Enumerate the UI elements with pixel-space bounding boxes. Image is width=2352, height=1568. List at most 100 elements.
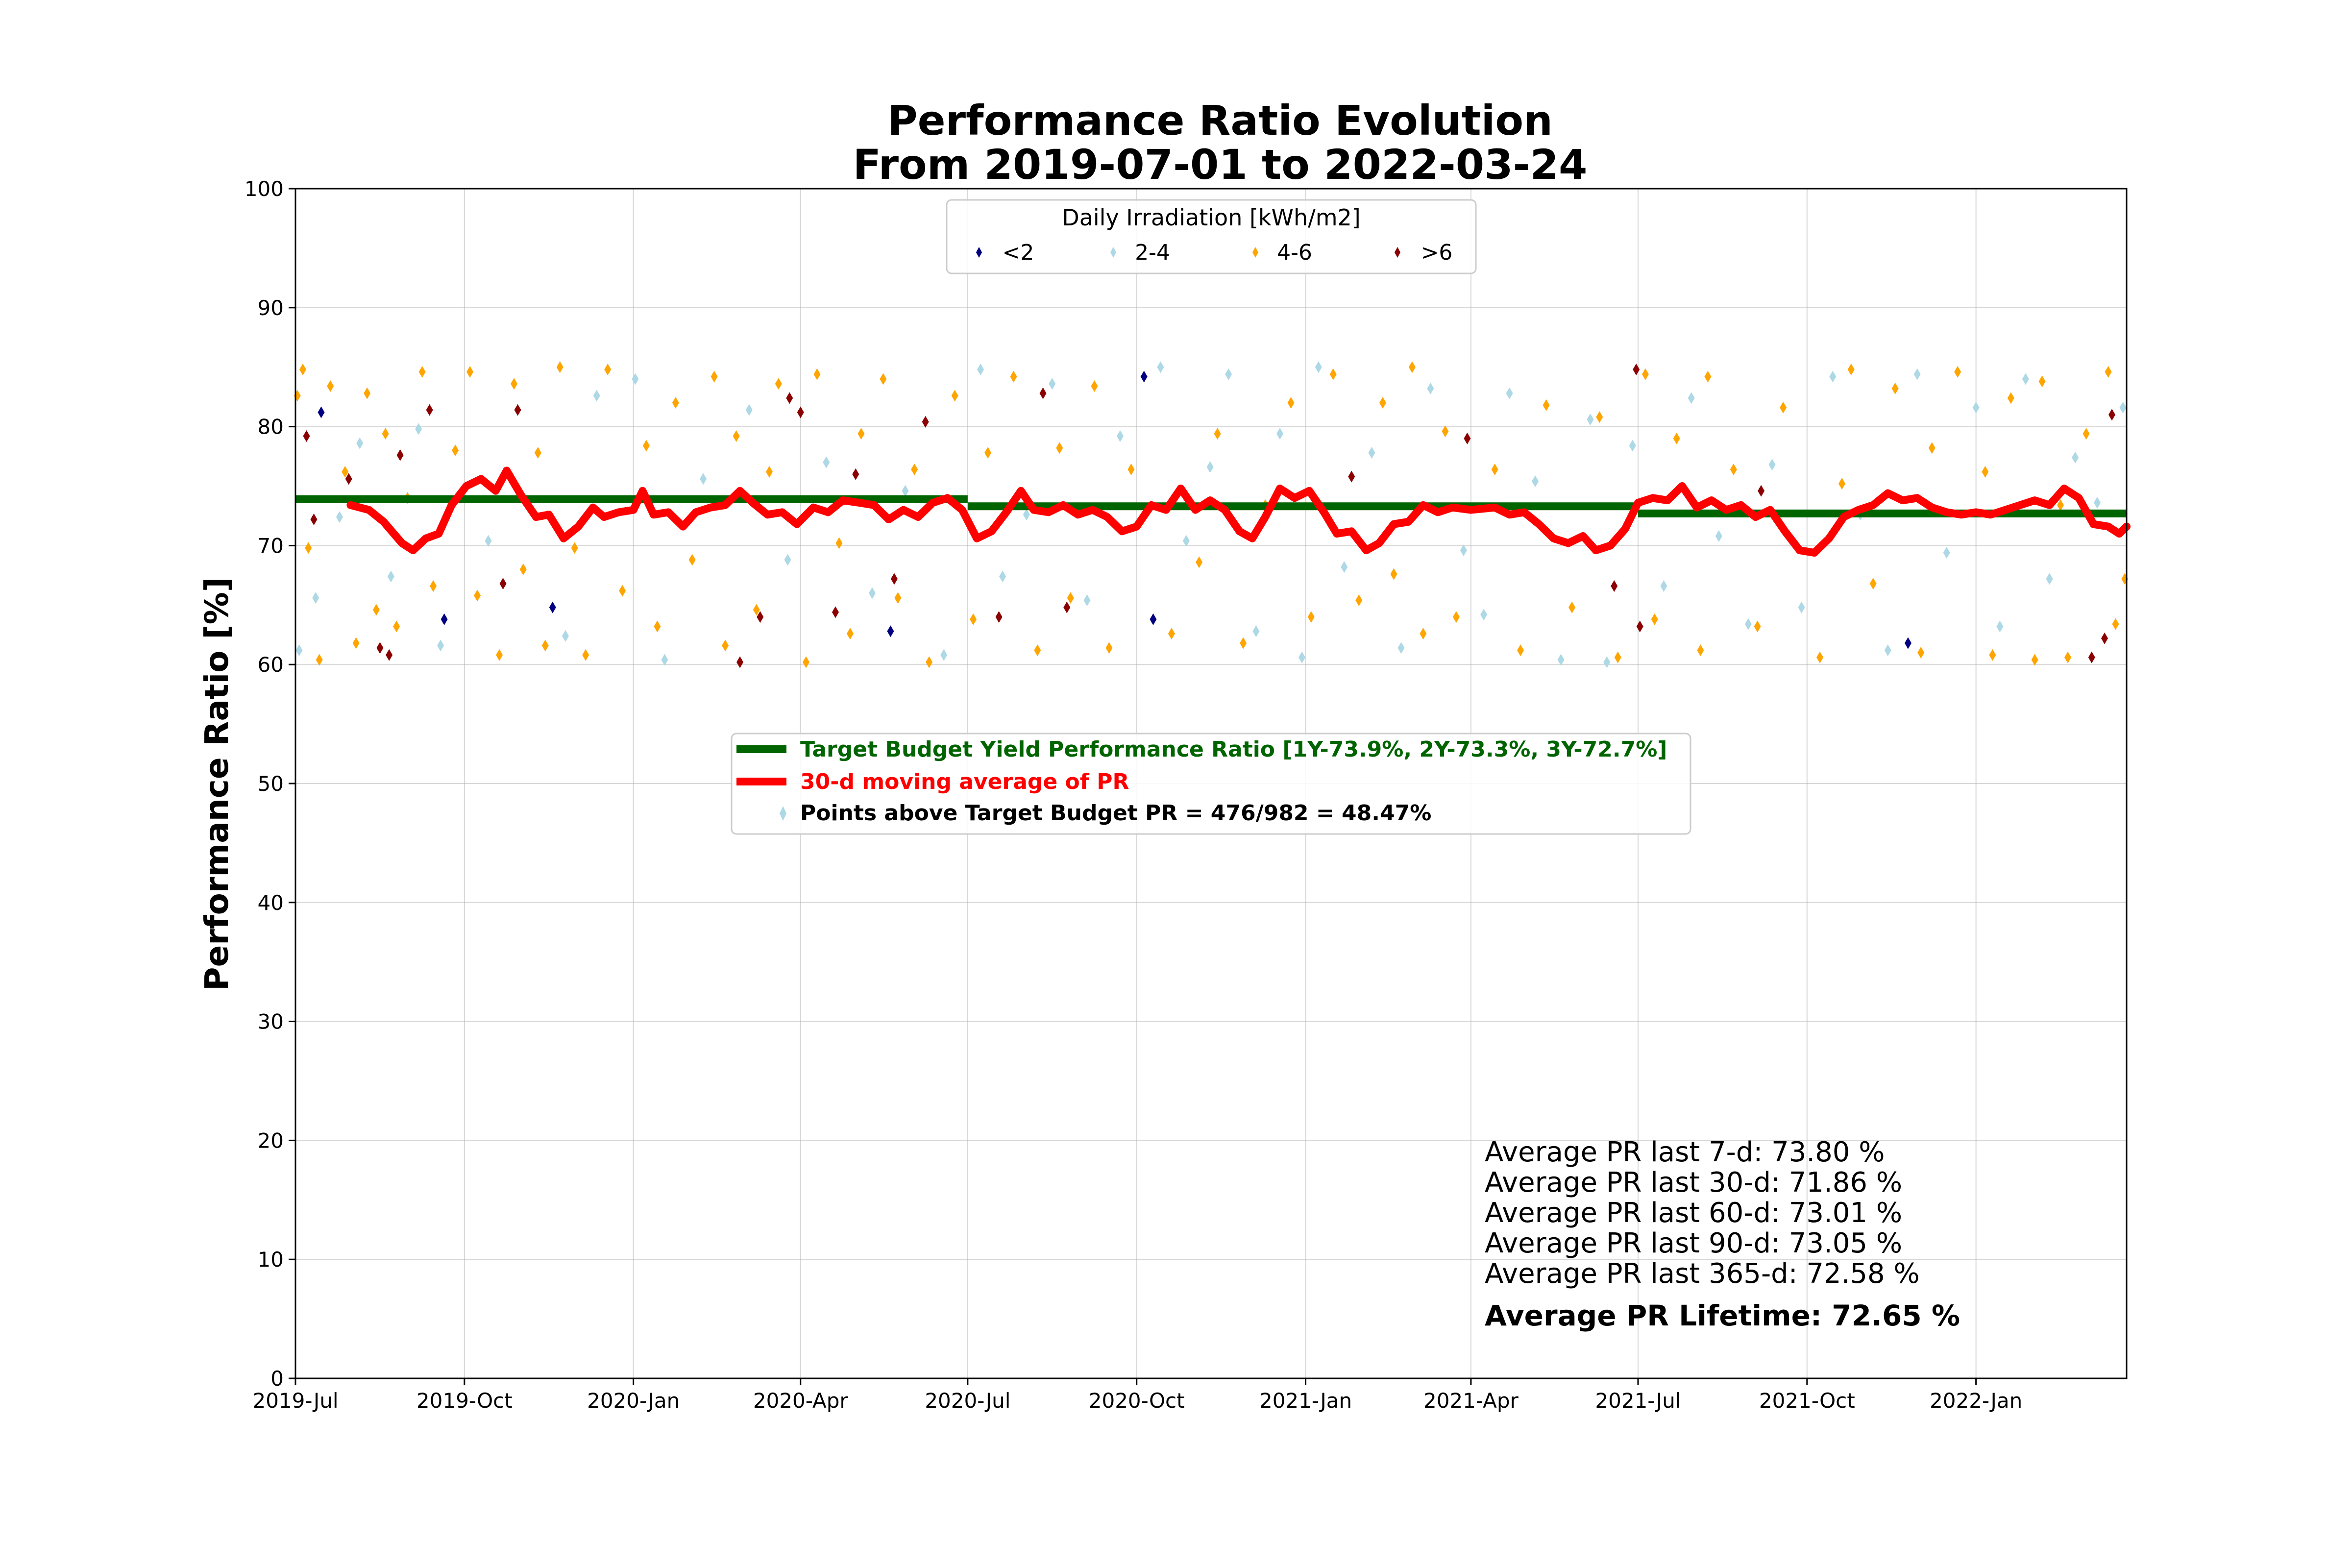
scatter-point	[951, 390, 958, 402]
scatter-point	[1214, 428, 1221, 440]
scatter-point	[926, 656, 933, 668]
scatter-point	[1629, 440, 1636, 452]
scatter-point	[1140, 370, 1148, 383]
scatter-point	[386, 649, 393, 661]
x-tick-label: 2021-Jul	[1595, 1389, 1681, 1413]
scatter-point	[499, 578, 507, 590]
y-axis-ticks: 0 10 20 30 40 50 60 70 80 90 100	[245, 177, 295, 1391]
scatter-point	[441, 613, 448, 625]
scatter-point	[1091, 380, 1098, 392]
scatter-point	[593, 390, 600, 402]
legend-points-label: Points above Target Budget PR = 476/982 …	[800, 801, 1431, 826]
stat-365d: Average PR last 365-d: 72.58 %	[1485, 1258, 1920, 1290]
scatter-point	[2094, 496, 2101, 509]
scatter-point	[852, 468, 859, 480]
scatter-point	[1596, 411, 1603, 423]
scatter-point	[2082, 428, 2090, 440]
scatter-point	[356, 437, 364, 449]
scatter-point	[1917, 646, 1925, 659]
scatter-point	[1768, 459, 1776, 471]
scatter-point	[1557, 654, 1565, 666]
scatter-point	[387, 570, 394, 583]
scatter-point	[890, 573, 898, 585]
scatter-point	[364, 387, 371, 399]
scatter-point	[295, 644, 303, 657]
scatter-point	[1642, 368, 1649, 380]
scatter-point	[1491, 464, 1498, 476]
scatter-point	[336, 511, 343, 523]
series-legend: Target Budget Yield Performance Ratio [1…	[731, 733, 1691, 835]
scatter-point	[393, 620, 400, 633]
scatter-point	[1420, 628, 1427, 640]
scatter-point	[1636, 620, 1643, 633]
scatter-point	[1673, 432, 1680, 444]
moving-average-line	[346, 466, 2131, 557]
stat-30d: Average PR last 30-d: 71.86 %	[1485, 1167, 1902, 1199]
scatter-point	[437, 639, 444, 652]
scatter-point	[1798, 601, 1805, 613]
scatter-point	[534, 447, 541, 459]
scatter-point	[977, 364, 984, 376]
scatter-point	[2108, 409, 2116, 421]
scatter-point	[426, 404, 433, 416]
scatter-point	[1063, 601, 1071, 613]
scatter-point	[2088, 651, 2095, 663]
x-tick-label: 2020-Oct	[1089, 1389, 1185, 1413]
scatter-point	[1157, 361, 1164, 373]
scatter-point	[1010, 370, 1017, 383]
scatter-point	[562, 630, 569, 642]
scatter-point	[1056, 442, 1063, 454]
scatter-point	[803, 656, 810, 668]
scatter-point	[722, 639, 729, 652]
irradiation-legend-label: 4-6	[1277, 240, 1312, 265]
scatter-point	[1633, 364, 1640, 376]
scatter-point	[661, 654, 668, 666]
scatter-point	[1904, 637, 1911, 649]
y-tick-label: 100	[245, 177, 284, 201]
scatter-point	[1368, 447, 1375, 459]
scatter-point	[745, 404, 753, 416]
scatter-point	[2038, 375, 2046, 388]
scatter-point	[556, 361, 564, 373]
scatter-point	[757, 611, 764, 623]
scatter-point	[1348, 470, 1355, 483]
stat-60d: Average PR last 60-d: 73.01 %	[1485, 1197, 1902, 1229]
scatter-point	[970, 613, 977, 625]
scatter-point	[1287, 397, 1295, 409]
x-tick-label: 2019-Oct	[416, 1389, 513, 1413]
y-tick-label: 20	[258, 1128, 284, 1152]
scatter-point	[1943, 546, 1950, 559]
scatter-point	[902, 485, 909, 497]
scatter-point	[2112, 618, 2119, 630]
scatter-point	[327, 380, 334, 392]
scatter-point	[1329, 368, 1337, 380]
scatter-point	[797, 406, 804, 418]
y-tick-label: 50	[258, 772, 284, 796]
scatter-point	[604, 364, 612, 376]
legend-target-label: Target Budget Yield Performance Ratio [1…	[800, 737, 1667, 762]
irradiation-legend-marker	[1395, 247, 1400, 258]
scatter-point	[418, 366, 426, 378]
scatter-point	[1105, 642, 1113, 654]
y-tick-label: 80	[258, 415, 284, 439]
scatter-point	[1049, 378, 1056, 390]
scatter-point	[1891, 382, 1899, 394]
irradiation-legend-title: Daily Irradiation [kWh/m2]	[1062, 204, 1360, 231]
x-tick-label: 2021-Jan	[1259, 1389, 1352, 1413]
scatter-point	[700, 473, 707, 485]
scatter-point	[1460, 544, 1467, 557]
scatter-point	[1838, 478, 1846, 490]
scatter-point	[832, 606, 839, 618]
scatter-point	[868, 587, 876, 599]
scatter-point	[1697, 644, 1704, 657]
scatter-point	[1023, 509, 1030, 521]
scatter-point	[1829, 370, 1837, 383]
stat-7d: Average PR last 7-d: 73.80 %	[1485, 1136, 1885, 1168]
scatter-point	[940, 649, 948, 661]
scatter-point	[1954, 366, 1961, 378]
scatter-point	[1355, 594, 1363, 607]
scatter-point	[1127, 464, 1135, 476]
scatter-point	[571, 542, 578, 554]
irradiation-legend-marker	[1252, 247, 1258, 258]
